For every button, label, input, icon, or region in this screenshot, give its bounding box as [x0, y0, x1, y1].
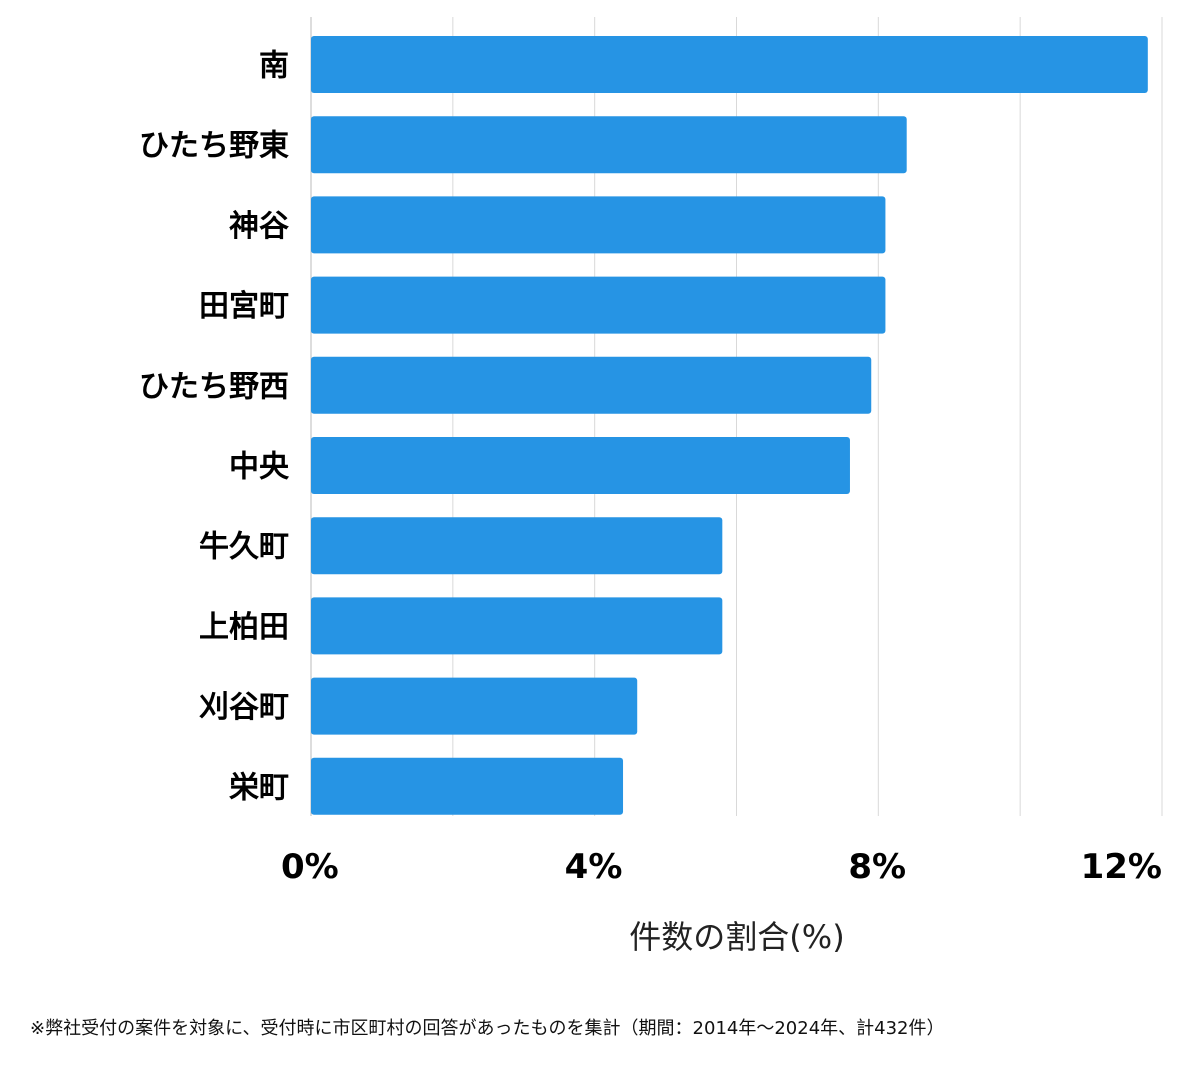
category-label: ひたち野西 — [139, 369, 289, 404]
x-tick-label: 0% — [281, 847, 339, 887]
category-label: 南 — [259, 49, 289, 84]
category-label: 上柏田 — [199, 610, 289, 645]
bar — [311, 36, 1148, 93]
bar — [311, 196, 886, 254]
x-tick-label: 12% — [1081, 847, 1162, 887]
bar — [311, 437, 850, 494]
category-label: ひたち野東 — [139, 129, 289, 164]
footnote: ※弊社受付の案件を対象に、受付時に市区町村の回答があったものを集計（期間：201… — [30, 1018, 945, 1039]
bar — [311, 276, 886, 334]
category-label: 中央 — [229, 450, 290, 485]
bar — [311, 757, 624, 815]
category-label: 牛久町 — [199, 530, 289, 565]
bar — [311, 597, 723, 655]
x-tick-label: 8% — [848, 847, 906, 887]
bar — [311, 677, 638, 735]
category-label: 刈谷町 — [199, 690, 289, 725]
bar — [311, 356, 872, 414]
x-tick-label: 4% — [565, 847, 623, 887]
category-label: 田宮町 — [199, 289, 289, 324]
bar — [311, 517, 723, 575]
category-label: 神谷 — [229, 209, 289, 244]
category-label: 栄町 — [229, 770, 289, 805]
x-axis-title: 件数の割合(%) — [629, 918, 845, 956]
bar — [311, 116, 907, 174]
